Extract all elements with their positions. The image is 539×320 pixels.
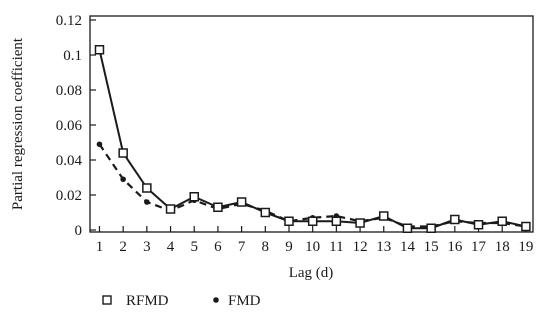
data-point-rfmd [165,204,176,214]
y-tick-label: 0 [75,223,83,239]
y-tick-label: 0.12 [56,13,82,29]
data-point-rfmd [355,218,365,228]
x-tick-label: 11 [329,239,343,255]
y-tick-label: 0.06 [56,118,83,134]
x-tick-label: 15 [424,239,439,255]
data-point-fmd [144,199,150,205]
series-line-fmd [98,143,527,228]
data-point-rfmd [94,45,105,55]
legend-marker-rfmd [102,295,112,305]
series-markers [94,45,531,233]
y-tick-label: 0.1 [63,48,82,64]
x-tick-label: 8 [262,239,270,255]
y-axis-ticks: 0 0.02 0.04 0.06 0.08 0.1 0.12 [56,13,96,239]
x-tick-label: 2 [119,239,127,255]
data-point-rfmd [426,223,436,233]
data-point-rfmd [497,216,507,226]
data-point-rfmd [142,183,152,193]
x-tick-label: 14 [400,239,416,255]
data-point-rfmd [331,216,342,226]
x-tick-label: 18 [495,239,510,255]
data-point-rfmd [379,211,389,221]
x-axis-title: Lag (d) [289,265,334,281]
data-point-rfmd [260,207,271,218]
x-tick-label: 4 [167,239,175,255]
series-lines [98,49,527,230]
x-tick-label: 12 [353,239,368,255]
data-point-rfmd [450,214,460,225]
legend: RFMD FMD [102,293,261,309]
data-point-rfmd [213,202,223,212]
data-point-rfmd [402,223,413,233]
x-tick-label: 10 [305,239,320,255]
y-axis-title: Partial regression coefficient [10,37,26,210]
data-point-rfmd [284,216,294,226]
data-point-rfmd [189,192,199,202]
y-tick-label: 0.04 [56,153,83,169]
x-tick-label: 1 [96,239,104,255]
y-tick-label: 0.02 [56,188,82,204]
series-line-rfmd [98,49,527,230]
data-point-rfmd [473,220,484,230]
data-point-rfmd [118,148,128,158]
data-point-rfmd [307,216,318,226]
x-tick-label: 5 [190,239,198,255]
data-point-fmd [120,176,126,183]
x-tick-label: 6 [214,239,222,255]
legend-label-rfmd: RFMD [126,293,169,309]
x-tick-label: 17 [471,239,487,255]
x-tick-label: 3 [143,239,151,255]
data-point-rfmd [521,221,531,232]
x-tick-label: 16 [447,239,463,255]
data-point-fmd [96,141,103,148]
legend-label-fmd: FMD [228,293,261,309]
y-tick-label: 0.08 [56,83,82,99]
x-tick-label: 7 [238,239,246,255]
x-tick-label: 13 [376,239,391,255]
x-tick-label: 9 [285,239,293,255]
x-axis-ticks: 1 2 3 4 5 6 7 8 9 10 11 12 13 14 15 16 17 18 19 [96,226,533,255]
plot-frame [89,15,534,233]
data-point-rfmd [236,197,247,207]
legend-marker-fmd [213,297,219,303]
x-tick-label: 19 [518,239,533,255]
